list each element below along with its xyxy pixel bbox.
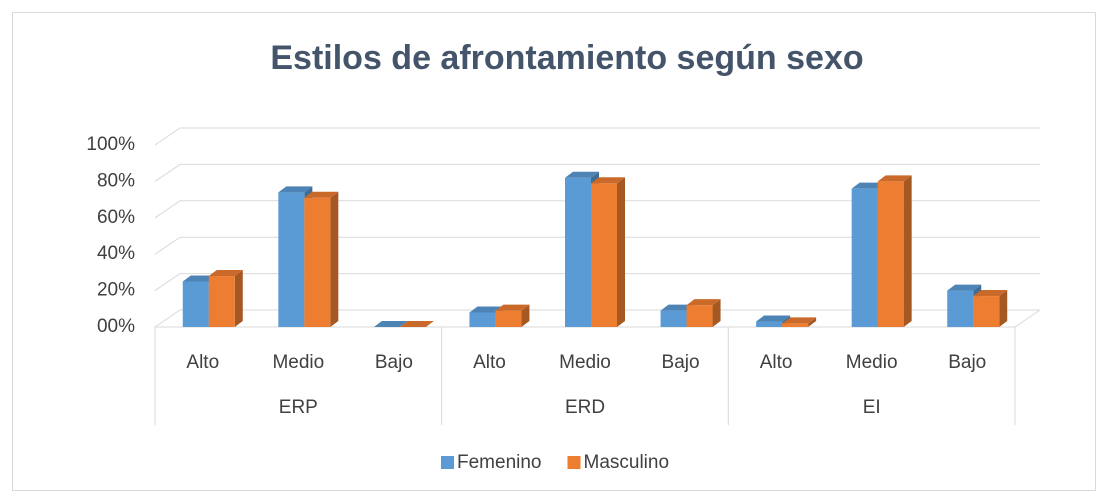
bar-top bbox=[782, 317, 817, 324]
bar bbox=[399, 321, 434, 327]
y-tick-label: 100% bbox=[86, 134, 135, 155]
grid-line bbox=[154, 163, 181, 182]
bar-top bbox=[495, 304, 530, 311]
bar-top bbox=[973, 290, 1008, 297]
legend-label: Masculino bbox=[584, 452, 670, 473]
bar-top bbox=[565, 171, 599, 178]
bar-front bbox=[782, 323, 809, 327]
bar-top bbox=[373, 321, 408, 327]
y-tick-label: 60% bbox=[97, 207, 135, 228]
bar-front bbox=[877, 181, 904, 327]
bar-front bbox=[495, 310, 522, 327]
bar-front bbox=[660, 310, 687, 327]
bar-top bbox=[756, 315, 791, 322]
bar-top bbox=[304, 191, 339, 198]
x-tick-label: Bajo bbox=[948, 352, 986, 373]
grid-line bbox=[154, 273, 181, 292]
chart-frame bbox=[12, 12, 1096, 491]
bar-side bbox=[808, 317, 817, 327]
bar-front bbox=[469, 312, 496, 327]
bar-front bbox=[686, 305, 713, 327]
legend-label: Femenino bbox=[457, 452, 542, 473]
bar-top bbox=[182, 275, 217, 282]
x-tick-label: Alto bbox=[186, 352, 219, 373]
bar bbox=[782, 317, 817, 327]
bar-top bbox=[591, 177, 625, 184]
bar bbox=[877, 175, 912, 327]
x-tick-label: Bajo bbox=[662, 352, 700, 373]
bar-top bbox=[877, 175, 912, 182]
y-tick-label: 80% bbox=[97, 170, 135, 191]
group-label: EI bbox=[863, 397, 881, 418]
grid-line bbox=[154, 236, 181, 255]
bar-top bbox=[947, 284, 982, 291]
bar-side bbox=[999, 290, 1008, 327]
bar bbox=[591, 177, 625, 327]
group-label: ERP bbox=[279, 397, 318, 418]
bar-front bbox=[182, 281, 209, 327]
bar-front bbox=[304, 197, 331, 327]
bar-front bbox=[973, 296, 1000, 327]
bar-top bbox=[278, 186, 313, 193]
bar-side bbox=[712, 299, 721, 327]
bar bbox=[208, 270, 243, 327]
x-tick-label: Alto bbox=[760, 352, 793, 373]
bar-front bbox=[565, 177, 591, 327]
grid-line bbox=[154, 127, 181, 146]
grid-line bbox=[154, 200, 181, 219]
bar-side bbox=[617, 177, 625, 327]
bar-top bbox=[660, 304, 695, 311]
legend-swatch bbox=[567, 456, 581, 469]
grid-line bbox=[154, 309, 181, 328]
bar-top bbox=[851, 182, 886, 189]
bar-top bbox=[469, 306, 504, 313]
bar bbox=[686, 299, 721, 327]
bar-side bbox=[521, 304, 530, 327]
group-label: ERD bbox=[565, 397, 605, 418]
bar-front bbox=[208, 276, 235, 327]
bar bbox=[495, 304, 530, 327]
bar-side bbox=[330, 191, 339, 327]
bar-top bbox=[399, 321, 434, 327]
bar-side bbox=[234, 270, 243, 327]
legend-swatch bbox=[441, 456, 454, 469]
chart-title: Estilos de afrontamiento según sexo bbox=[270, 39, 863, 77]
y-tick-label: 20% bbox=[97, 280, 135, 301]
x-tick-label: Medio bbox=[559, 352, 611, 373]
bar-front bbox=[851, 188, 878, 327]
bar bbox=[304, 191, 339, 327]
y-tick-label: 40% bbox=[97, 243, 135, 264]
bar bbox=[373, 321, 408, 327]
bar-front bbox=[947, 290, 974, 327]
y-tick-label: 00% bbox=[97, 316, 135, 337]
bar-front bbox=[591, 183, 617, 327]
x-tick-label: Bajo bbox=[375, 352, 413, 373]
x-tick-label: Medio bbox=[846, 352, 898, 373]
bar bbox=[973, 290, 1008, 327]
bar-side bbox=[903, 175, 912, 327]
floor-line bbox=[1014, 309, 1041, 328]
x-tick-label: Medio bbox=[272, 352, 324, 373]
bar-top bbox=[686, 299, 721, 306]
bar-top bbox=[208, 270, 243, 277]
x-tick-label: Alto bbox=[473, 352, 506, 373]
bar-front bbox=[756, 321, 783, 327]
bar-front bbox=[278, 192, 305, 327]
